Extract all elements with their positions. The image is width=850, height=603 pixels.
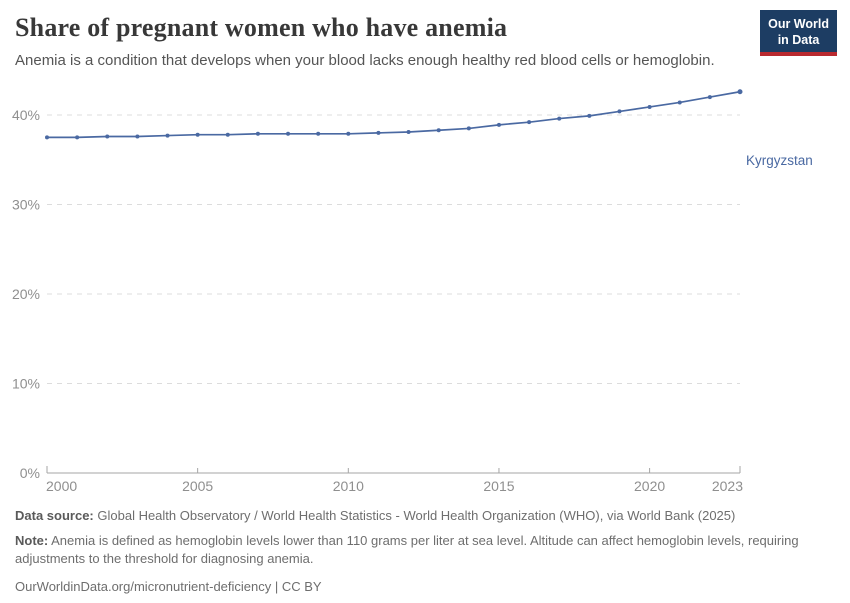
svg-text:2010: 2010 (333, 478, 364, 494)
svg-text:2000: 2000 (46, 478, 77, 494)
owid-logo-line1: Our World (768, 17, 829, 31)
svg-text:2020: 2020 (634, 478, 665, 494)
data-source-line: Data source: Global Health Observatory /… (15, 507, 837, 525)
line-chart: 0% 10% 20% 30% 40% 2000 2005 2010 2015 2020 2023 K… (0, 70, 850, 500)
chart-canvas[interactable]: 0% 10% 20% 30% 40% 2000 2005 2010 2015 2020 2023 (0, 70, 850, 500)
svg-text:0%: 0% (20, 465, 40, 481)
svg-text:30%: 30% (12, 197, 40, 213)
svg-text:20%: 20% (12, 286, 40, 302)
owid-logo-line2: in Data (777, 33, 820, 48)
note-label: Note: (15, 532, 49, 548)
data-source-text: Global Health Observatory / World Health… (97, 508, 736, 523)
svg-text:2015: 2015 (483, 478, 514, 494)
owid-logo[interactable]: Our World in Data (760, 10, 837, 56)
page-title: Share of pregnant women who have anemia (15, 13, 508, 42)
note-line: Note: Anemia is defined as hemoglobin le… (15, 532, 837, 568)
svg-text:40%: 40% (12, 107, 40, 123)
chart-header: Share of pregnant women who have anemia … (0, 0, 850, 69)
svg-text:2023: 2023 (712, 478, 743, 494)
chart-subtitle: Anemia is a condition that develops when… (15, 52, 715, 69)
data-source-label: Data source: (15, 508, 94, 523)
series-label-kyrgyzstan[interactable]: Kyrgyzstan (746, 152, 813, 168)
svg-text:2005: 2005 (182, 478, 213, 494)
note-text: Anemia is defined as hemoglobin levels l… (15, 532, 799, 566)
chart-footer: Data source: Global Health Observatory /… (15, 507, 837, 603)
footer-url[interactable]: OurWorldinData.org/micronutrient-deficie… (15, 578, 322, 594)
svg-text:10%: 10% (12, 376, 40, 392)
